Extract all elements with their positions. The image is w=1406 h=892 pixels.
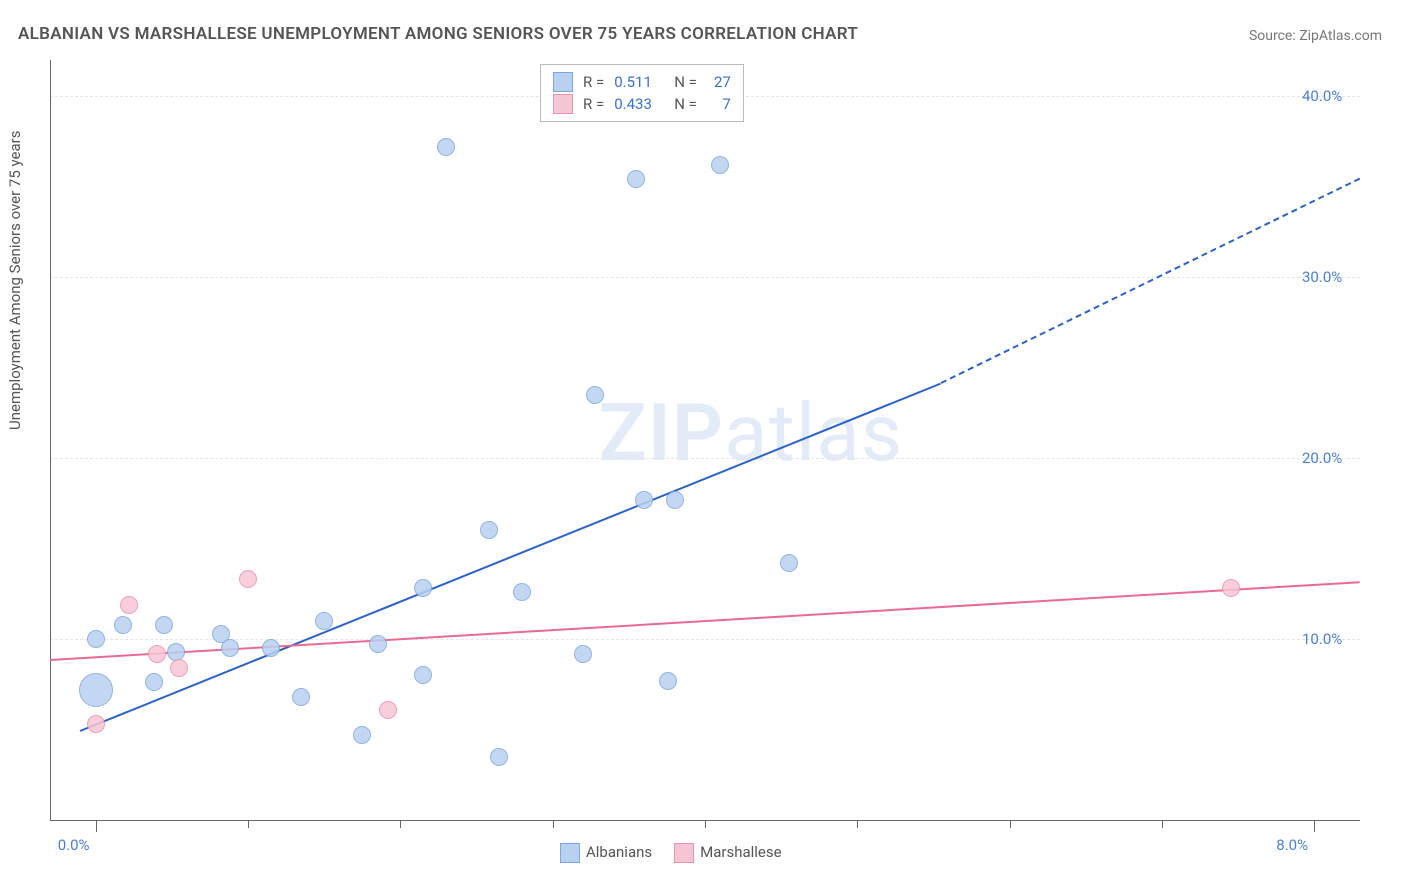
plot-area: ZIPatlas 0.0%8.0%10.0%20.0%30.0%40.0%	[50, 60, 1360, 820]
data-point	[87, 715, 105, 733]
y-axis-label: Unemployment Among Seniors over 75 years	[6, 131, 24, 430]
data-point	[170, 659, 188, 677]
legend-swatch	[560, 843, 580, 863]
legend-row: R = 0.511 N = 27	[553, 71, 731, 93]
data-point	[369, 635, 387, 653]
data-point	[437, 138, 455, 156]
data-point	[239, 570, 257, 588]
trendline-extrapolated	[941, 178, 1361, 384]
trendline	[80, 382, 941, 731]
data-point	[780, 554, 798, 572]
source-attribution: Source: ZipAtlas.com	[1249, 28, 1382, 44]
legend-swatch	[674, 843, 694, 863]
data-point	[1222, 579, 1240, 597]
r-value: 0.511	[614, 71, 664, 93]
x-tick	[705, 820, 706, 828]
x-tick	[1314, 820, 1315, 832]
data-point	[490, 748, 508, 766]
x-tick	[1010, 820, 1011, 828]
data-point	[586, 386, 604, 404]
data-point	[120, 596, 138, 614]
data-point	[711, 156, 729, 174]
y-tick-label: 20.0%	[1302, 449, 1342, 467]
x-tick	[248, 820, 249, 828]
legend-swatch	[553, 72, 573, 92]
series-name: Albanians	[586, 843, 652, 861]
data-point	[353, 726, 371, 744]
data-point	[480, 521, 498, 539]
y-tick-label: 30.0%	[1302, 268, 1342, 286]
data-point	[659, 672, 677, 690]
x-tick	[96, 820, 97, 832]
x-tick	[400, 820, 401, 828]
x-tick-label: 0.0%	[58, 836, 90, 854]
data-point	[414, 666, 432, 684]
r-label: R =	[583, 71, 604, 93]
legend-row: R = 0.433 N = 7	[553, 93, 731, 115]
chart-container: ALBANIAN VS MARSHALLESE UNEMPLOYMENT AMO…	[0, 0, 1406, 892]
data-point	[627, 170, 645, 188]
gridline	[50, 458, 1360, 459]
gridline	[50, 639, 1360, 640]
legend-item: Albanians	[560, 843, 652, 863]
gridline	[50, 277, 1360, 278]
data-point	[262, 639, 280, 657]
n-label: N =	[674, 71, 697, 93]
n-label: N =	[674, 93, 697, 115]
n-value: 27	[707, 71, 731, 93]
data-point	[145, 673, 163, 691]
watermark-zip: ZIP	[598, 386, 724, 480]
data-point	[221, 639, 239, 657]
data-point	[574, 645, 592, 663]
y-tick-label: 40.0%	[1302, 87, 1342, 105]
y-axis-line	[50, 60, 51, 820]
x-tick	[1162, 820, 1163, 828]
r-value: 0.433	[614, 93, 664, 115]
watermark: ZIPatlas	[598, 386, 903, 480]
data-point	[148, 645, 166, 663]
data-point	[315, 612, 333, 630]
series-legend: Albanians Marshallese	[560, 843, 782, 863]
data-point	[379, 701, 397, 719]
series-name: Marshallese	[700, 843, 781, 861]
data-point	[513, 583, 531, 601]
data-point	[114, 616, 132, 634]
data-point	[635, 491, 653, 509]
chart-title: ALBANIAN VS MARSHALLESE UNEMPLOYMENT AMO…	[18, 24, 858, 44]
data-point	[292, 688, 310, 706]
legend-item: Marshallese	[674, 843, 781, 863]
r-label: R =	[583, 93, 604, 115]
data-point	[87, 630, 105, 648]
data-point	[167, 643, 185, 661]
x-tick-label: 8.0%	[1276, 836, 1308, 854]
n-value: 7	[707, 93, 731, 115]
legend-swatch	[553, 94, 573, 114]
trendline	[50, 581, 1360, 661]
data-point	[79, 673, 113, 707]
data-point	[666, 491, 684, 509]
data-point	[414, 579, 432, 597]
correlation-legend: R = 0.511 N = 27 R = 0.433 N = 7	[540, 64, 744, 122]
x-tick	[553, 820, 554, 828]
x-tick	[857, 820, 858, 828]
y-tick-label: 10.0%	[1302, 630, 1342, 648]
data-point	[155, 616, 173, 634]
